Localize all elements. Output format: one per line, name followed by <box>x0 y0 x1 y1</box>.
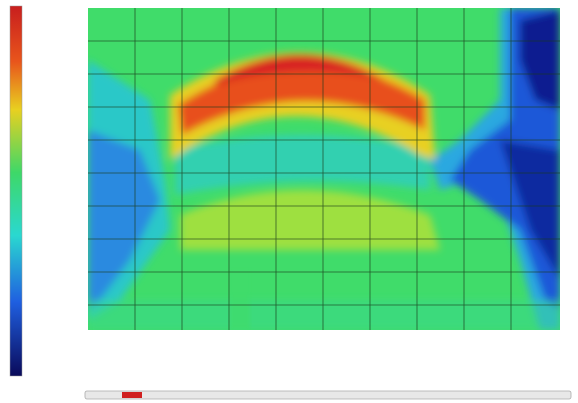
thermal-image <box>88 8 560 330</box>
thermal-viewer <box>0 0 578 403</box>
slider-track[interactable] <box>85 391 571 399</box>
page <box>0 0 578 403</box>
color-bar <box>10 6 22 376</box>
slider-thumb[interactable] <box>122 392 142 398</box>
